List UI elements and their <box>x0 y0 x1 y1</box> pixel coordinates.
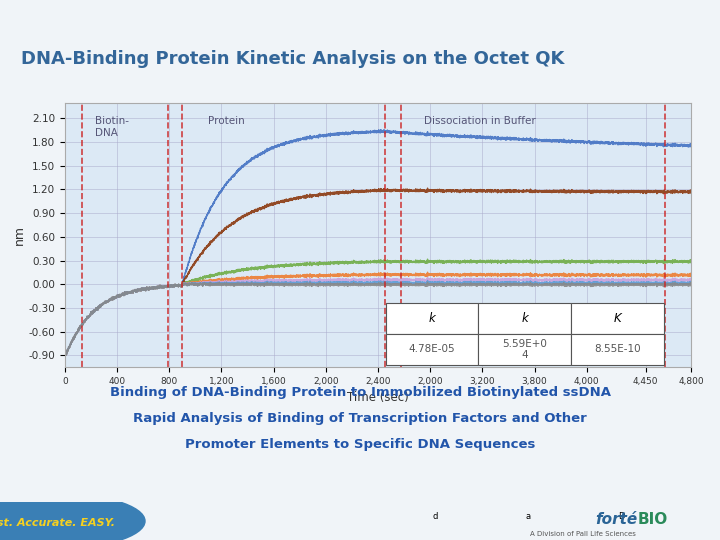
Text: 5.59E+0
4: 5.59E+0 4 <box>503 339 547 360</box>
Text: k: k <box>521 312 528 325</box>
Text: d: d <box>433 511 438 521</box>
Text: A Division of Pall Life Sciences: A Division of Pall Life Sciences <box>530 531 636 537</box>
Text: 4.78E-05: 4.78E-05 <box>409 345 456 354</box>
Text: Promoter Elements to Specific DNA Sequences: Promoter Elements to Specific DNA Sequen… <box>185 438 535 451</box>
Text: BIO: BIO <box>638 512 668 526</box>
Text: forté: forté <box>595 512 638 526</box>
Y-axis label: nm: nm <box>12 225 25 245</box>
Text: K: K <box>613 312 621 325</box>
Text: k: k <box>429 312 436 325</box>
Text: a: a <box>525 511 531 521</box>
Bar <box>386 334 479 365</box>
Text: Rapid Analysis of Binding of Transcription Factors and Other: Rapid Analysis of Binding of Transcripti… <box>133 412 587 425</box>
Text: Fast. Accurate. EASY.: Fast. Accurate. EASY. <box>0 518 115 528</box>
X-axis label: Time (sec): Time (sec) <box>347 392 409 404</box>
Text: Binding of DNA-Binding Protein to Immobilized Biotinylated ssDNA: Binding of DNA-Binding Protein to Immobi… <box>109 386 611 399</box>
Text: Protein: Protein <box>208 116 245 126</box>
Bar <box>479 334 571 365</box>
Text: Dissociation in Buffer: Dissociation in Buffer <box>423 116 536 126</box>
Text: 8.55E-10: 8.55E-10 <box>594 345 641 354</box>
Text: Biotin-
DNA: Biotin- DNA <box>95 116 129 138</box>
Bar <box>571 334 664 365</box>
Text: DNA-Binding Protein Kinetic Analysis on the Octet QK: DNA-Binding Protein Kinetic Analysis on … <box>22 50 564 69</box>
Bar <box>479 303 571 334</box>
Bar <box>386 303 479 334</box>
Ellipse shape <box>0 492 145 540</box>
Bar <box>571 303 664 334</box>
Text: D: D <box>618 511 624 521</box>
